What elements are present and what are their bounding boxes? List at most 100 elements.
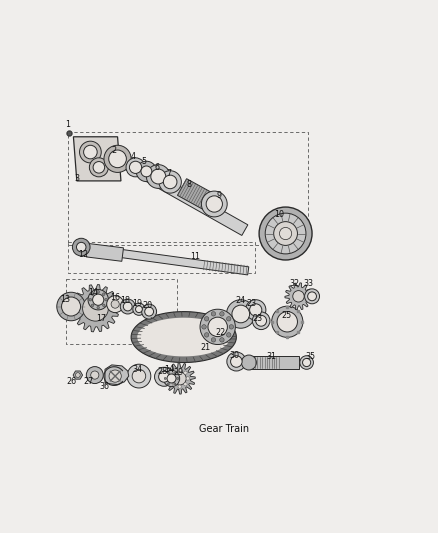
Circle shape <box>92 294 104 305</box>
Text: 6: 6 <box>154 163 159 172</box>
Text: 7: 7 <box>166 169 171 178</box>
Polygon shape <box>137 318 230 357</box>
Circle shape <box>127 364 151 388</box>
Circle shape <box>177 377 179 379</box>
Circle shape <box>145 307 154 316</box>
Circle shape <box>83 295 108 321</box>
Circle shape <box>173 372 176 374</box>
Circle shape <box>61 297 81 316</box>
Text: 14: 14 <box>165 366 174 375</box>
Circle shape <box>57 292 85 321</box>
Circle shape <box>84 146 97 159</box>
Text: 12: 12 <box>78 250 88 259</box>
Circle shape <box>109 370 121 382</box>
Circle shape <box>77 243 86 252</box>
Text: 23: 23 <box>246 300 256 308</box>
Text: 35: 35 <box>306 352 316 360</box>
Text: 17: 17 <box>96 314 107 323</box>
Polygon shape <box>73 371 83 379</box>
Circle shape <box>91 371 99 379</box>
Text: 14: 14 <box>88 288 98 297</box>
Circle shape <box>220 338 224 342</box>
Circle shape <box>126 158 145 177</box>
Circle shape <box>92 304 94 306</box>
Circle shape <box>163 175 177 189</box>
Text: 27: 27 <box>83 377 93 386</box>
Circle shape <box>202 325 206 329</box>
Circle shape <box>172 383 176 386</box>
Circle shape <box>201 191 227 217</box>
Polygon shape <box>248 357 299 369</box>
Circle shape <box>135 306 142 313</box>
Text: 10: 10 <box>274 211 284 220</box>
Circle shape <box>205 317 209 321</box>
Circle shape <box>226 333 231 337</box>
Text: 16: 16 <box>110 293 120 302</box>
Circle shape <box>141 166 152 177</box>
Circle shape <box>232 305 250 323</box>
Text: 30: 30 <box>230 351 240 360</box>
Circle shape <box>170 377 173 380</box>
Circle shape <box>133 303 145 316</box>
Circle shape <box>75 373 80 377</box>
Circle shape <box>92 293 94 295</box>
Text: 22: 22 <box>215 328 226 337</box>
Circle shape <box>229 325 233 329</box>
Circle shape <box>241 355 256 370</box>
Circle shape <box>146 165 170 188</box>
Circle shape <box>250 304 262 316</box>
Text: 5: 5 <box>141 157 147 166</box>
Circle shape <box>226 300 255 328</box>
Circle shape <box>93 161 105 173</box>
Circle shape <box>184 383 187 386</box>
Circle shape <box>173 383 176 385</box>
Circle shape <box>277 312 297 332</box>
Circle shape <box>307 292 317 301</box>
Circle shape <box>172 371 176 374</box>
Circle shape <box>105 298 107 301</box>
Polygon shape <box>105 365 129 385</box>
Circle shape <box>167 372 170 374</box>
Circle shape <box>155 367 173 386</box>
Circle shape <box>208 317 227 336</box>
Circle shape <box>184 371 187 374</box>
Circle shape <box>141 304 156 319</box>
Text: 18: 18 <box>120 296 130 305</box>
Circle shape <box>246 300 266 320</box>
Text: 31: 31 <box>266 352 276 360</box>
Circle shape <box>206 196 223 212</box>
Circle shape <box>80 141 101 163</box>
Text: 32: 32 <box>290 279 300 288</box>
Circle shape <box>303 358 311 367</box>
Text: 29: 29 <box>174 368 184 377</box>
Circle shape <box>178 385 181 389</box>
Circle shape <box>130 161 141 173</box>
Circle shape <box>167 383 170 385</box>
Circle shape <box>178 369 181 372</box>
Polygon shape <box>131 312 237 362</box>
Circle shape <box>109 150 127 168</box>
Polygon shape <box>285 283 312 310</box>
Circle shape <box>159 372 170 382</box>
Circle shape <box>220 312 224 316</box>
Circle shape <box>230 356 242 367</box>
Text: 26: 26 <box>67 377 77 386</box>
Circle shape <box>293 290 304 302</box>
Circle shape <box>88 289 108 310</box>
Circle shape <box>84 297 107 319</box>
Text: 1: 1 <box>65 120 70 130</box>
Circle shape <box>272 306 303 337</box>
Circle shape <box>227 352 246 371</box>
Circle shape <box>226 317 231 321</box>
Circle shape <box>300 356 314 369</box>
Polygon shape <box>86 245 249 275</box>
Text: 20: 20 <box>143 301 153 310</box>
Polygon shape <box>74 137 121 181</box>
Circle shape <box>186 377 190 380</box>
Circle shape <box>124 302 132 311</box>
Text: 34: 34 <box>133 365 143 374</box>
Circle shape <box>102 304 105 306</box>
Circle shape <box>274 222 297 245</box>
Text: 2: 2 <box>112 146 117 155</box>
Circle shape <box>252 312 270 329</box>
